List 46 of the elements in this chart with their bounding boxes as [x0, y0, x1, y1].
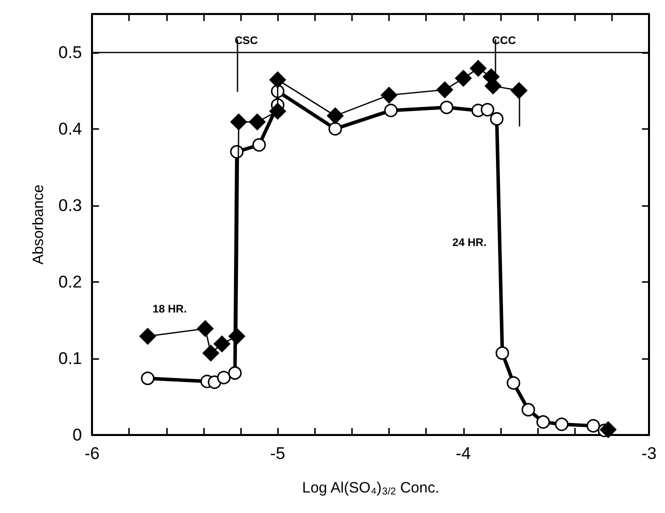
point	[140, 372, 154, 386]
point	[326, 108, 344, 124]
point	[269, 102, 286, 120]
ref-line-label: CCC	[492, 34, 516, 47]
series-label: 18 HR.	[152, 304, 187, 316]
point	[480, 102, 494, 116]
x-tick-label: -3	[641, 444, 657, 463]
point	[252, 138, 266, 152]
point	[436, 82, 454, 98]
y-tick-label: 0	[72, 426, 82, 444]
point	[228, 366, 242, 380]
point	[328, 122, 342, 136]
point	[214, 336, 230, 352]
point	[455, 70, 472, 87]
x-tick-label: -6	[84, 444, 100, 463]
point	[506, 376, 520, 390]
point	[228, 328, 246, 345]
point	[269, 72, 286, 88]
y-tick-label: 0.5	[58, 42, 82, 62]
point	[555, 418, 568, 432]
x-tick-label: -5	[270, 444, 286, 463]
point	[496, 346, 510, 360]
point	[440, 100, 454, 114]
y-tick-label: 0.3	[58, 196, 82, 215]
point	[380, 86, 398, 104]
y-tick-label: 0.1	[58, 348, 82, 368]
point	[522, 402, 536, 416]
y-tick-label: 0.2	[58, 272, 82, 292]
ref-line-label: CSC	[234, 34, 258, 47]
point	[586, 419, 600, 433]
point	[510, 82, 528, 99]
point	[384, 104, 398, 118]
y-axis-title: Absorbance	[30, 184, 47, 265]
y-tick-label: 0.4	[58, 119, 82, 138]
point	[230, 114, 247, 130]
point	[197, 320, 214, 337]
point	[139, 328, 156, 345]
series-label: 24 HR.	[452, 237, 487, 250]
point	[202, 344, 220, 362]
point	[217, 370, 231, 384]
point	[600, 421, 616, 438]
point	[248, 114, 266, 130]
point	[536, 415, 550, 429]
x-tick-label: -4	[456, 444, 471, 463]
point	[470, 60, 486, 77]
point	[490, 112, 504, 126]
